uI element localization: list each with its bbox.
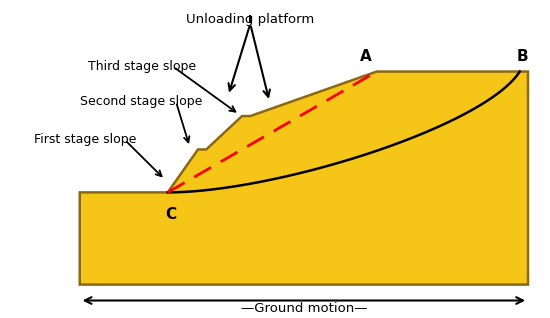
Text: A: A <box>360 49 372 64</box>
Text: Third stage slope: Third stage slope <box>88 60 196 73</box>
Text: B: B <box>516 49 529 64</box>
Polygon shape <box>80 72 528 285</box>
Text: First stage slope: First stage slope <box>34 134 136 146</box>
Text: C: C <box>165 207 176 222</box>
Text: Second stage slope: Second stage slope <box>80 95 202 108</box>
Text: —Ground motion—: —Ground motion— <box>241 302 367 315</box>
Text: Unloading platform: Unloading platform <box>186 13 315 26</box>
